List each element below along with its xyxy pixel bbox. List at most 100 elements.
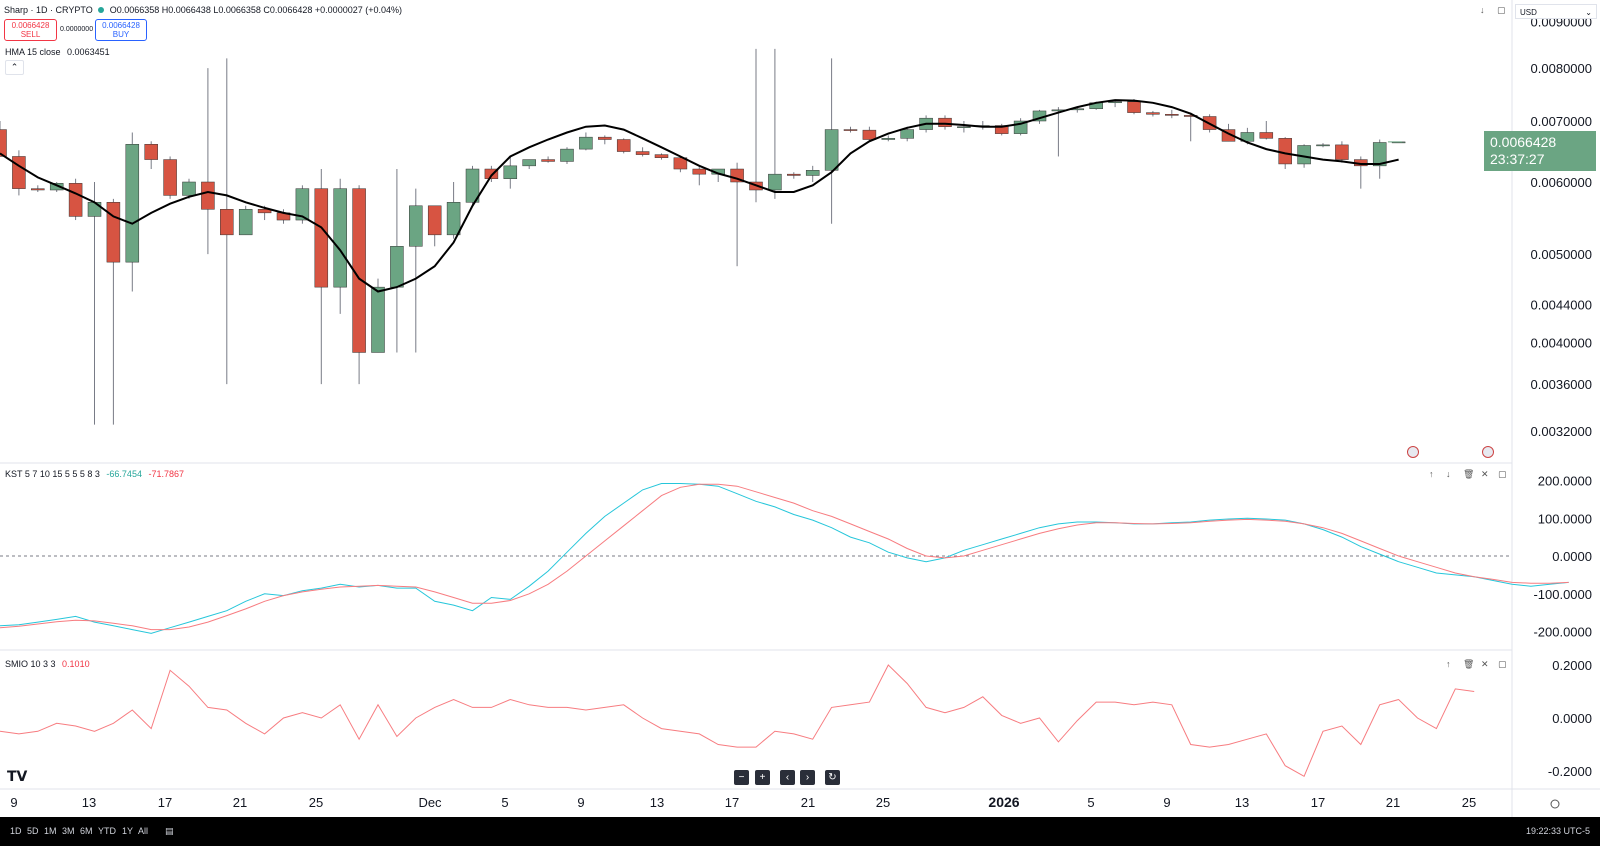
candle-body [1278, 138, 1292, 165]
download-icon[interactable]: ↓ [1480, 5, 1485, 15]
timeframe-1y[interactable]: 1Y [122, 826, 134, 836]
candle-body [1335, 144, 1349, 160]
timeframe-ytd[interactable]: YTD [98, 826, 116, 836]
spread-value: 0.0000000 [60, 26, 94, 33]
kst-line [0, 483, 1569, 634]
candle-body [1146, 112, 1160, 115]
buy-price: 0.0066428 [102, 21, 140, 30]
candle-body [957, 126, 971, 128]
countdown-timer: 23:37:27 [1490, 151, 1545, 167]
hma-legend[interactable]: HMA 15 close 0.0063451 [5, 47, 110, 57]
zoom-out-icon[interactable]: − [734, 770, 749, 785]
candle-body [1165, 114, 1179, 116]
currency-label: USD [1520, 8, 1537, 17]
candle-body [238, 209, 253, 236]
collapse-icon[interactable]: ✕ [1481, 659, 1489, 669]
candle-body [787, 173, 801, 176]
timeframe-6m[interactable]: 6M [80, 826, 93, 836]
candle-body [824, 129, 839, 171]
smio-legend[interactable]: SMIO 10 3 3 0.1010 [5, 659, 90, 669]
candle-body [484, 168, 499, 179]
time-axis-label: 25 [1462, 795, 1476, 810]
timeframe-1m[interactable]: 1M [44, 826, 57, 836]
candle-body [1127, 101, 1141, 113]
timeframe-1d[interactable]: 1D [10, 826, 22, 836]
candle-body [1297, 145, 1311, 165]
sell-label: SELL [20, 30, 41, 39]
candle-body [692, 168, 707, 175]
zoom-in-icon[interactable]: + [755, 770, 770, 785]
symbol-title[interactable]: Sharp · 1D · CRYPTO [4, 5, 93, 15]
hma-value: 0.0063451 [67, 47, 110, 57]
smio-label: SMIO 10 3 3 [5, 659, 56, 669]
delete-icon[interactable]: 🗑 [1463, 469, 1475, 479]
candle-body [598, 136, 612, 140]
move-down-icon[interactable]: ↓ [1446, 469, 1451, 479]
smio-line [0, 664, 1475, 778]
candle-body [427, 205, 442, 236]
time-axis-label: 13 [82, 795, 96, 810]
time-axis-label: 25 [309, 795, 323, 810]
collapse-icon[interactable]: ✕ [1481, 469, 1489, 479]
reset-icon[interactable]: ↻ [825, 770, 840, 785]
time-axis-label: 2026 [988, 794, 1019, 810]
candle-body [371, 286, 385, 353]
move-up-icon[interactable]: ↑ [1429, 469, 1434, 479]
move-up-icon[interactable]: ↑ [1446, 659, 1451, 669]
candle-body [68, 183, 83, 217]
scroll-right-icon[interactable]: › [800, 770, 815, 785]
candle-body [333, 188, 347, 288]
buy-button[interactable]: 0.0066428 BUY [95, 19, 147, 41]
date-range-icon[interactable]: ▤ [165, 826, 174, 836]
candle-body [106, 202, 121, 263]
timeframe-5d[interactable]: 5D [27, 826, 39, 836]
delete-icon[interactable]: 🗑 [1463, 659, 1475, 669]
kst-axis-label: 0.0000 [1552, 549, 1592, 564]
candle-body [0, 129, 7, 157]
kst-legend[interactable]: KST 5 7 10 15 5 5 5 8 3 -66.7454 -71.786… [5, 469, 184, 479]
price-axis-label: 0.0070000 [1531, 114, 1592, 129]
price-axis-label: 0.0080000 [1531, 61, 1592, 76]
price-axis-label: 0.0032000 [1531, 424, 1592, 439]
ohlc-values: O0.0066358 H0.0066438 L0.0066358 C0.0066… [109, 5, 402, 15]
event-flag-icon[interactable] [1482, 446, 1494, 458]
candle-body [125, 144, 140, 263]
buy-label: BUY [112, 30, 130, 39]
kst-axis-label: 200.0000 [1538, 474, 1592, 489]
timeframe-all[interactable]: All [138, 826, 149, 836]
candle-body [1372, 142, 1387, 167]
candle-body [409, 205, 423, 247]
bottom-toolbar: 1D 5D 1M 3M 6M YTD 1Y All ▤ 19:22:33 UTC… [0, 817, 1600, 846]
candle-body [616, 139, 631, 152]
currency-select[interactable]: USD ⌄ [1515, 4, 1597, 19]
kst-value: -66.7454 [106, 469, 142, 479]
candle-body [390, 246, 404, 288]
chevron-up-icon[interactable]: ⌃ [5, 60, 24, 75]
candle-body [201, 181, 215, 210]
smio-axis-label: 0.0000 [1552, 711, 1592, 726]
event-flag-icon[interactable] [1407, 446, 1419, 458]
candle-body [1108, 101, 1122, 104]
timezone-icon[interactable] [1550, 799, 1560, 809]
candle-body [295, 188, 310, 221]
candle-body [938, 117, 952, 127]
time-axis-label: 9 [577, 795, 584, 810]
time-axis-label: 17 [158, 795, 172, 810]
maximize-icon[interactable]: ▢ [1497, 5, 1506, 15]
sell-button[interactable]: 0.0066428 SELL [4, 19, 57, 41]
timeframe-3m[interactable]: 3M [62, 826, 75, 836]
candle-body [31, 188, 45, 191]
time-axis-label: 21 [801, 795, 815, 810]
smio-value: 0.1010 [62, 659, 90, 669]
maximize-icon[interactable]: ▢ [1498, 469, 1507, 479]
candle-body [257, 209, 272, 214]
kst-axis-label: -100.0000 [1533, 587, 1592, 602]
tradingview-logo-icon[interactable]: 𝗧𝗩 [7, 768, 28, 784]
scroll-left-icon[interactable]: ‹ [780, 770, 795, 785]
clock: 19:22:33 UTC-5 [1525, 826, 1590, 836]
candle-body [12, 156, 26, 189]
maximize-icon[interactable]: ▢ [1498, 659, 1507, 669]
time-axis-label: 25 [876, 795, 890, 810]
time-axis-label: 5 [1087, 795, 1094, 810]
